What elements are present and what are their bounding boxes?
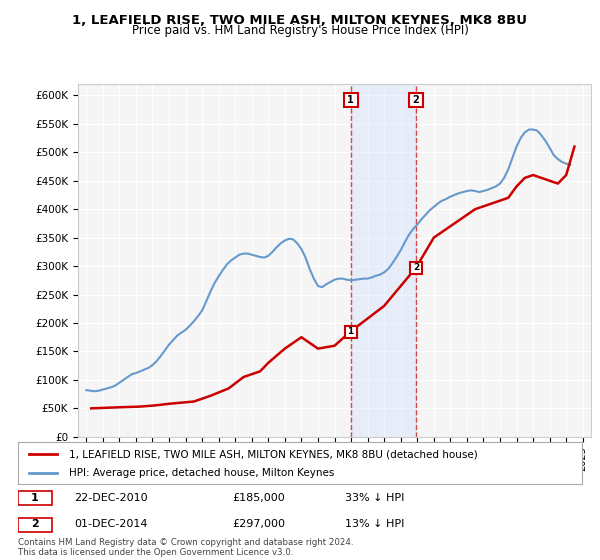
Text: 1, LEAFIELD RISE, TWO MILE ASH, MILTON KEYNES, MK8 8BU (detached house): 1, LEAFIELD RISE, TWO MILE ASH, MILTON K… [69,449,478,459]
Text: 1, LEAFIELD RISE, TWO MILE ASH, MILTON KEYNES, MK8 8BU: 1, LEAFIELD RISE, TWO MILE ASH, MILTON K… [73,14,527,27]
Text: £185,000: £185,000 [232,493,285,503]
FancyBboxPatch shape [18,491,52,506]
Text: Contains HM Land Registry data © Crown copyright and database right 2024.
This d: Contains HM Land Registry data © Crown c… [18,538,353,557]
Text: 13% ↓ HPI: 13% ↓ HPI [345,519,404,529]
Text: Price paid vs. HM Land Registry's House Price Index (HPI): Price paid vs. HM Land Registry's House … [131,24,469,37]
FancyBboxPatch shape [18,518,52,532]
Text: 1: 1 [31,493,39,503]
Text: 1: 1 [347,95,354,105]
Text: 22-DEC-2010: 22-DEC-2010 [74,493,148,503]
Text: 1: 1 [347,327,353,336]
Text: 01-DEC-2014: 01-DEC-2014 [74,519,148,529]
Text: 2: 2 [31,519,39,529]
Text: HPI: Average price, detached house, Milton Keynes: HPI: Average price, detached house, Milt… [69,468,334,478]
Text: 2: 2 [413,95,419,105]
Text: £297,000: £297,000 [232,519,286,529]
Text: 33% ↓ HPI: 33% ↓ HPI [345,493,404,503]
Bar [350,84,416,437]
Text: 2: 2 [413,263,419,272]
